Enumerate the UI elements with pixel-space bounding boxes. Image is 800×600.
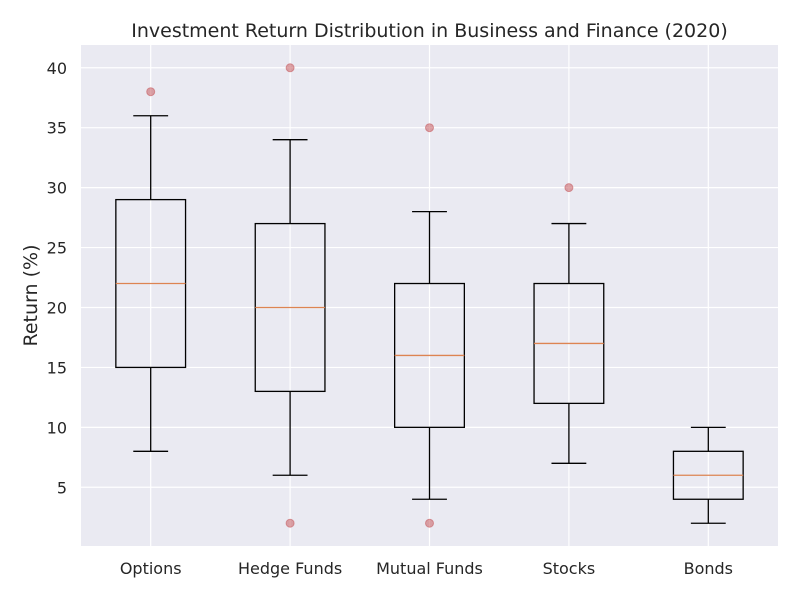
y-tick-label: 10 bbox=[47, 418, 67, 437]
box-group bbox=[115, 87, 187, 452]
outlier-point bbox=[285, 63, 295, 73]
y-tick-label: 30 bbox=[47, 179, 67, 198]
chart-title: Investment Return Distribution in Busine… bbox=[131, 20, 728, 42]
x-tick-label: Bonds bbox=[684, 559, 733, 578]
x-tick-labels: Options Hedge Funds Mutual Funds Stocks Bond… bbox=[120, 559, 733, 578]
x-tick-label: Hedge Funds bbox=[238, 559, 342, 578]
box-group bbox=[254, 63, 326, 528]
x-tick-label: Options bbox=[120, 559, 182, 578]
y-tick-label: 40 bbox=[47, 59, 67, 78]
y-tick-label: 20 bbox=[47, 298, 67, 317]
outlier-point bbox=[146, 87, 156, 97]
y-axis-label: Return (%) bbox=[20, 245, 42, 347]
y-tick-label: 15 bbox=[47, 358, 67, 377]
x-tick-label: Mutual Funds bbox=[376, 559, 483, 578]
y-tick-label: 25 bbox=[47, 239, 67, 258]
box-group bbox=[393, 123, 465, 528]
box-group bbox=[672, 426, 744, 524]
y-tick-label: 35 bbox=[47, 119, 67, 138]
outlier-point bbox=[425, 123, 434, 133]
boxes-layer bbox=[115, 63, 744, 528]
x-tick-label: Stocks bbox=[543, 559, 596, 578]
outlier-point bbox=[285, 518, 295, 528]
box-group bbox=[533, 183, 605, 464]
outlier-point bbox=[425, 518, 434, 528]
outlier-point bbox=[564, 183, 574, 193]
y-tick-labels: 5 10 15 20 25 30 35 40 bbox=[47, 59, 67, 497]
y-tick-label: 5 bbox=[57, 478, 67, 497]
